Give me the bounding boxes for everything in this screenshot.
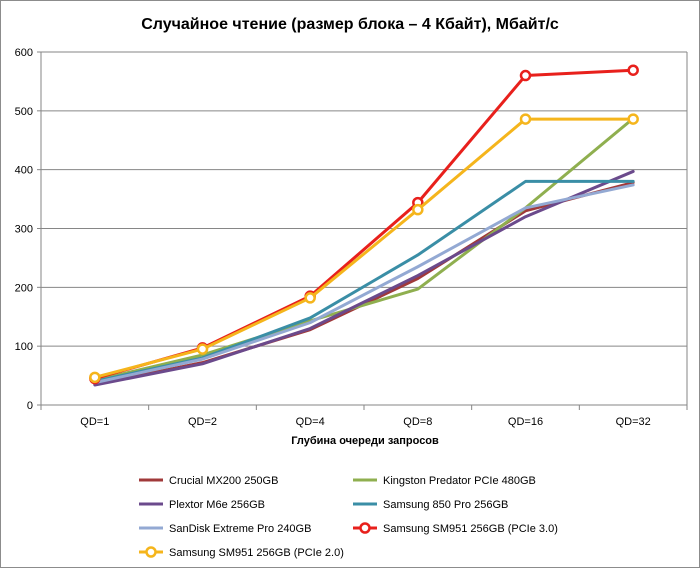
y-tick-label: 200 — [15, 282, 33, 294]
data-point — [627, 64, 639, 76]
tick-labels: 0 100 200 300 400 500 600 QD=1 QD=2 QD=4 QD=8 QD=16… — [15, 47, 651, 428]
data-point — [89, 371, 101, 384]
legend-label: Kingston Predator PCIe 480GB — [383, 475, 536, 487]
series-line — [93, 179, 635, 383]
x-tick-label: QD=32 — [616, 416, 651, 428]
y-tick-label: 600 — [15, 47, 33, 59]
series-line — [93, 116, 635, 382]
chart-title: Случайное чтение (размер блока – 4 Кбайт… — [141, 16, 559, 33]
legend-label: Samsung SM951 256GB (PCIe 2.0) — [169, 547, 344, 559]
legend-label: SanDisk Extreme Pro 240GB — [169, 523, 311, 535]
data-point — [627, 113, 639, 125]
y-tick-label: 100 — [15, 341, 33, 353]
series-lines — [89, 64, 639, 387]
legend-label: Samsung SM951 256GB (PCIe 3.0) — [383, 523, 558, 535]
series-line — [93, 183, 635, 385]
data-point — [519, 113, 532, 125]
series-line — [93, 117, 635, 379]
x-tick-label: QD=1 — [80, 416, 109, 428]
legend-marker — [359, 522, 371, 534]
x-axis-label: Глубина очереди запросов — [291, 435, 439, 447]
x-tick-label: QD=8 — [403, 416, 432, 428]
data-point — [412, 203, 424, 216]
axes — [37, 51, 688, 410]
x-tick-label: QD=2 — [188, 416, 217, 428]
legend-marker — [145, 546, 157, 558]
data-point — [304, 292, 316, 304]
series-line — [93, 68, 635, 381]
data-point — [196, 343, 209, 355]
legend-label: Samsung 850 Pro 256GB — [383, 499, 508, 511]
y-tick-label: 400 — [15, 165, 33, 177]
legend-label: Crucial MX200 250GB — [169, 475, 278, 487]
y-tick-label: 500 — [15, 106, 33, 118]
legend-label: Plextor M6e 256GB — [169, 499, 265, 511]
x-tick-label: QD=16 — [508, 416, 543, 428]
x-tick-label: QD=4 — [296, 416, 325, 428]
y-tick-label: 300 — [15, 224, 33, 236]
series-line — [93, 169, 635, 387]
legend: Crucial MX200 250GB Kingston Predator PCI… — [139, 475, 558, 559]
data-point — [519, 69, 532, 82]
y-tick-label: 0 — [27, 400, 33, 412]
